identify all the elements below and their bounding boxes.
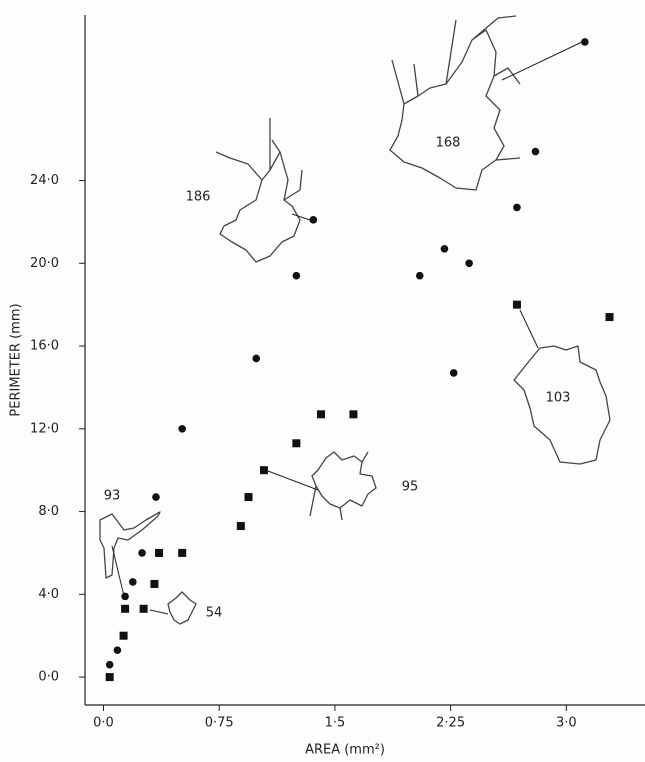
circle-point: [129, 578, 137, 586]
circle-point: [531, 147, 540, 156]
square-point: [605, 313, 614, 322]
circle-point: [252, 354, 261, 363]
circle-point: [178, 424, 186, 433]
square-point: [139, 604, 148, 613]
x-tick-label: 0·0: [93, 716, 114, 731]
circle-point: [105, 660, 114, 669]
circle-point: [138, 549, 146, 557]
square-point: [512, 300, 521, 309]
square-point: [317, 410, 326, 419]
circle-point: [465, 259, 473, 268]
circle-point: [113, 646, 122, 654]
cell-label: 93: [104, 489, 121, 504]
circle-point: [121, 592, 129, 601]
y-tick-label: 12·0: [30, 421, 59, 436]
cell-label: 95: [402, 480, 419, 495]
cell-label: 54: [206, 606, 223, 621]
square-point: [259, 466, 268, 475]
circle-point: [309, 216, 318, 224]
x-tick-label: 2·25: [436, 716, 465, 731]
square-point: [121, 604, 130, 613]
square-point: [105, 673, 114, 682]
square-point: [349, 410, 358, 419]
cell-label: 186: [186, 190, 211, 205]
cell-label: 103: [546, 391, 571, 406]
square-point: [155, 548, 164, 557]
x-tick-label: 3·0: [556, 716, 577, 731]
x-tick-label: 0·75: [205, 716, 234, 731]
cell-outlines: [99, 15, 611, 625]
y-axis-label: PERIMETER (mm): [9, 303, 24, 416]
y-tick-label: 4·0: [38, 587, 59, 602]
square-point: [150, 579, 159, 588]
y-tick-label: 24·0: [30, 173, 59, 188]
cell-label: 168: [436, 136, 461, 151]
leader-lines: [111, 41, 583, 615]
y-tick-label: 8·0: [38, 504, 59, 519]
y-tick-label: 16·0: [30, 339, 59, 354]
square-point: [119, 631, 128, 640]
square-point: [178, 548, 187, 557]
circle-point: [292, 271, 301, 280]
square-point: [292, 439, 301, 448]
x-tick-label: 1·5: [325, 716, 346, 731]
circle-point: [449, 369, 458, 377]
y-tick-label: 20·0: [30, 256, 59, 271]
y-tick-label: 0·0: [38, 670, 59, 685]
square-point: [244, 493, 253, 502]
circle-point: [513, 203, 521, 212]
circle-point: [415, 271, 424, 280]
circle-point: [440, 244, 449, 253]
circle-point: [152, 493, 160, 501]
square-point: [236, 522, 245, 531]
x-axis-label: AREA (mm²): [305, 743, 385, 758]
circle-point: [581, 38, 589, 46]
